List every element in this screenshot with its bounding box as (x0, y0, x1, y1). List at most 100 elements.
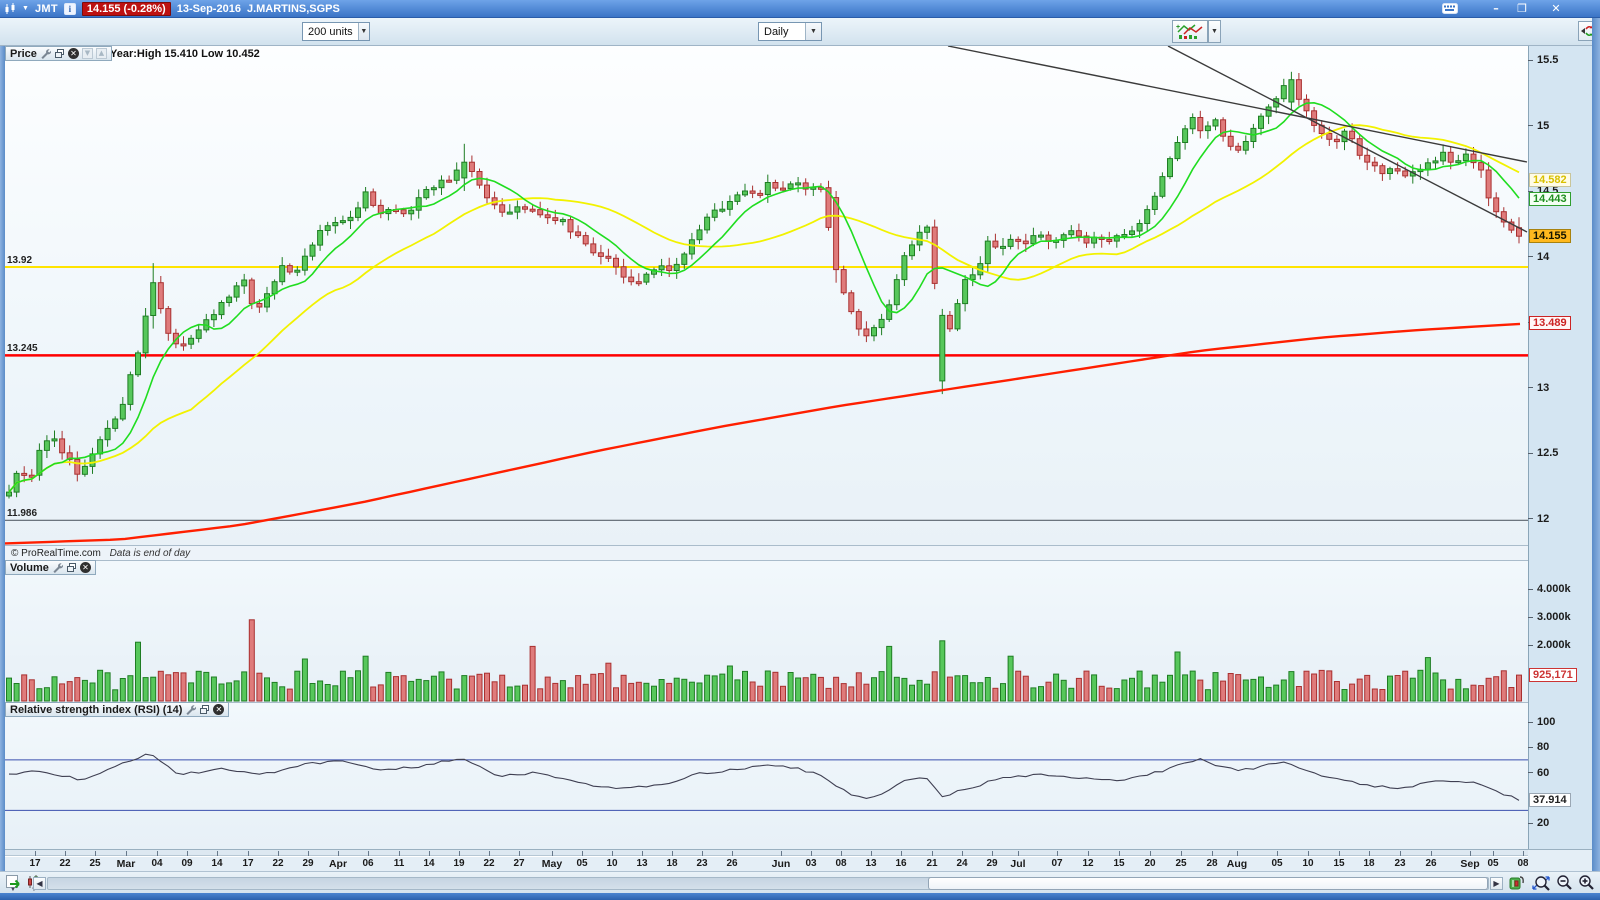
chart-drawing (5, 46, 1528, 811)
units-select-arrow-icon[interactable]: ▼ (357, 23, 369, 40)
date-axis-tick (781, 851, 782, 856)
rsi-axis-tick (1528, 822, 1533, 824)
restore-window-icon[interactable] (54, 48, 65, 59)
minimize-button[interactable]: – (1493, 2, 1499, 15)
date-axis-tick (871, 851, 872, 856)
volume-panel-title: Volume (10, 561, 49, 574)
date-axis-label: 26 (726, 858, 738, 869)
export-dropdown-icon[interactable]: ▼ (10, 887, 16, 893)
date-axis-label: Mar (116, 858, 136, 870)
date-axis-label: 17 (29, 858, 41, 869)
timeframe-select-arrow-icon[interactable]: ▼ (805, 23, 821, 40)
date-axis-label: 18 (666, 858, 678, 869)
price-level-label: 11.986 (7, 508, 38, 520)
rsi-axis-tick-label: 60 (1537, 766, 1550, 779)
close-panel-icon[interactable]: ✕ (79, 562, 91, 573)
bottom-toolbar: ▼ ▼ ◀ ▶ (0, 871, 1600, 893)
scroll-right-button[interactable]: ▶ (1490, 877, 1503, 890)
scroll-left-button[interactable]: ◀ (33, 877, 46, 890)
date-axis-label: 13 (636, 858, 648, 869)
date-axis-tick (582, 851, 583, 856)
close-panel-icon[interactable]: ✕ (213, 704, 225, 715)
zoom-in-icon[interactable] (1577, 874, 1596, 892)
date-axis-tick (1119, 851, 1120, 856)
close-panel-icon[interactable]: ✕ (67, 48, 79, 59)
date-axis-label: 20 (1144, 858, 1156, 869)
rsi-axis-tick-label: 100 (1537, 716, 1556, 728)
date-axis-label: 21 (926, 858, 938, 869)
rsi-axis-tick-label: 20 (1537, 817, 1550, 829)
date-axis-label: 23 (696, 858, 708, 869)
rsi-panel-header: Relative strength index (RSI) (14) ✕ (5, 702, 230, 717)
date-axis-tick (368, 851, 369, 856)
restore-window-icon[interactable] (66, 562, 77, 573)
rsi-panel-canvas[interactable] (5, 702, 1528, 849)
wrench-icon[interactable] (52, 562, 64, 573)
rsi-last-tag: 37.914 (1529, 793, 1571, 808)
date-axis-label: 23 (1394, 858, 1406, 869)
date-axis-tick (1339, 851, 1340, 856)
scrollbar-track[interactable] (47, 877, 1489, 890)
maximize-button[interactable]: ❐ (1517, 2, 1527, 15)
move-panel-down-icon[interactable]: ▼ (81, 48, 93, 59)
date-axis-label: 13 (865, 858, 877, 869)
date-axis-label: 15 (1333, 858, 1345, 869)
export-chart-icon[interactable] (6, 875, 22, 889)
date-axis-label: 22 (59, 858, 71, 869)
date-axis-label: 17 (242, 858, 254, 869)
date-axis-tick (702, 851, 703, 856)
quote-date: 13-Sep-2016 (176, 2, 241, 15)
green-ma-tag: 14.443 (1529, 191, 1571, 206)
date-axis-tick (1277, 851, 1278, 856)
data-note: Data is end of day (109, 548, 191, 559)
symbol-label: JMT (34, 2, 58, 15)
wrench-icon[interactable] (185, 704, 197, 715)
zoom-candles-dropdown-icon[interactable]: ▼ (31, 887, 37, 893)
wrench-icon[interactable] (40, 48, 52, 59)
date-axis-tick (612, 851, 613, 856)
date-axis-label: 14 (423, 858, 435, 869)
date-axis-tick (399, 851, 400, 856)
chart-settings-icon[interactable] (1508, 874, 1527, 892)
rsi-axis-tick (1528, 746, 1533, 748)
date-axis-label: 12 (1082, 858, 1094, 869)
date-axis-label: 10 (1302, 858, 1314, 869)
move-panel-up-icon[interactable]: ▲ (95, 48, 107, 59)
date-axis-tick (1523, 851, 1524, 856)
timeframe-select[interactable]: Daily ▼ (758, 22, 822, 41)
rsi-axis-tick (1528, 721, 1533, 723)
date-axis-tick (217, 851, 218, 856)
date-axis-label: 22 (272, 858, 284, 869)
zoom-area-icon[interactable] (1531, 874, 1550, 892)
date-axis-label: 19 (453, 858, 465, 869)
date-axis-label: Sep (1460, 858, 1480, 870)
restore-window-icon[interactable] (199, 704, 210, 715)
rsi-axis-tick (1528, 772, 1533, 773)
info-icon[interactable]: i (63, 2, 76, 15)
date-axis-tick (962, 851, 963, 856)
volume-last-tag: 925,171 (1529, 668, 1577, 683)
date-axis-tick (811, 851, 812, 856)
rsi-axis-tick-label: 80 (1537, 741, 1550, 754)
chart-style-button[interactable]: + (1172, 20, 1208, 43)
red-ma-tag: 13.489 (1529, 316, 1571, 331)
close-button[interactable]: ✕ (1551, 2, 1561, 15)
units-select[interactable]: 200 units ▼ (302, 22, 370, 41)
date-axis-label: Aug (1226, 858, 1248, 870)
price-axis-tick-label: 14 (1537, 250, 1550, 263)
price-panel-header: Price ✕ ▼ ▲ (5, 46, 112, 61)
date-axis-label: 04 (151, 858, 163, 869)
date-axis-label: 25 (1175, 858, 1187, 869)
date-axis-label: 05 (1487, 858, 1499, 869)
date-axis-label: 28 (1206, 858, 1218, 869)
date-axis-tick (901, 851, 902, 856)
date-axis-tick (1493, 851, 1494, 856)
chart-style-dropdown[interactable]: ▼ (1208, 20, 1221, 43)
keyboard-icon[interactable] (1441, 1, 1459, 16)
symbol-dropdown-icon[interactable]: ▼ (22, 5, 29, 12)
price-panel-title: Price (10, 47, 37, 60)
collapse-arrows-icon (1581, 25, 1593, 37)
date-axis-label: May (541, 858, 563, 870)
zoom-out-icon[interactable] (1555, 874, 1574, 892)
scrollbar-thumb[interactable] (928, 877, 1488, 890)
